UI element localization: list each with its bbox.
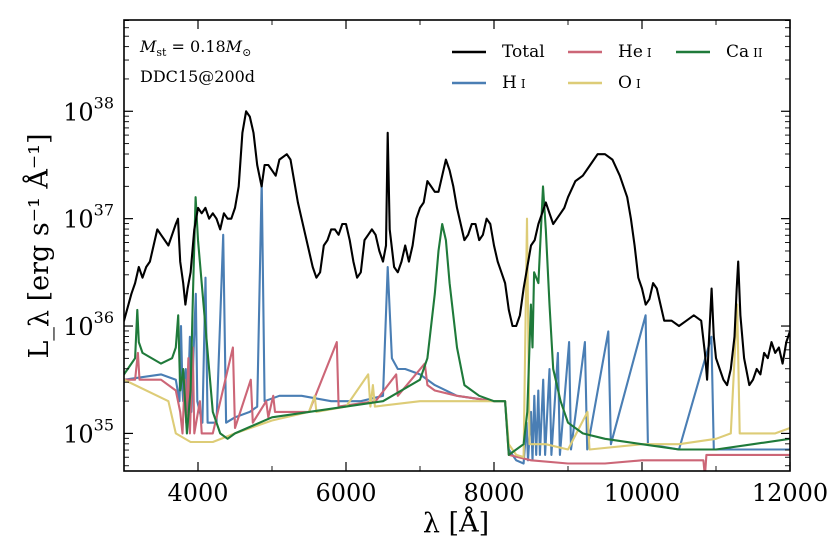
series-line-total — [124, 110, 790, 387]
legend-label-main: He — [618, 42, 643, 62]
legend-label-main: Total — [502, 42, 545, 62]
plot-frame — [123, 19, 791, 472]
series-layer — [124, 110, 790, 471]
legend-label-ion: I — [521, 77, 526, 91]
y-tick-exponent: 36 — [94, 308, 114, 327]
y-tick-base: 10 — [63, 420, 94, 448]
y-tick-label: 1036 — [63, 308, 114, 341]
mass-subscript: st — [156, 46, 167, 59]
y-tick-label: 1038 — [63, 93, 114, 126]
legend-label-ca-ii: Ca II — [726, 42, 763, 62]
y-tick-exponent: 38 — [94, 93, 114, 112]
mass-value: = 0.18 — [166, 37, 225, 56]
legend-label-main: H — [502, 73, 517, 93]
mass-annotation: Mst = 0.18M⊙ — [139, 37, 251, 59]
y-tick-base: 10 — [63, 98, 94, 126]
legend-label-he-i: He I — [618, 42, 652, 62]
series-line-ca-ii — [124, 185, 790, 456]
series-line-h-i — [124, 180, 790, 465]
legend-label-main: O — [618, 73, 632, 93]
y-tick-label: 1037 — [63, 201, 114, 234]
mass-unit-subscript: ⊙ — [242, 46, 251, 59]
legend-label-total: Total — [502, 42, 545, 62]
mass-unit: M — [225, 37, 243, 56]
mass-symbol: M — [139, 37, 157, 56]
y-axis-label: L_λ [erg s⁻¹ Å⁻¹] — [22, 133, 55, 358]
x-tick-label: 12000 — [752, 479, 828, 507]
y-tick-label: 1035 — [63, 415, 114, 448]
legend-label-ion: I — [636, 77, 641, 91]
y-tick-exponent: 37 — [94, 201, 114, 220]
y-tick-base: 10 — [63, 206, 94, 234]
legend-label-main: Ca — [726, 42, 749, 62]
y-tick-base: 10 — [63, 313, 94, 341]
model-annotation: DDC15@200d — [140, 67, 255, 86]
x-tick-label: 10000 — [604, 479, 680, 507]
legend-label-ion: II — [753, 46, 763, 60]
x-axis-label: λ [Å] — [423, 506, 489, 539]
legend-label-ion: I — [647, 46, 652, 60]
x-tick-label: 8000 — [463, 479, 524, 507]
x-tick-label: 6000 — [315, 479, 376, 507]
x-tick-label: 4000 — [167, 479, 228, 507]
y-tick-exponent: 35 — [94, 415, 114, 434]
